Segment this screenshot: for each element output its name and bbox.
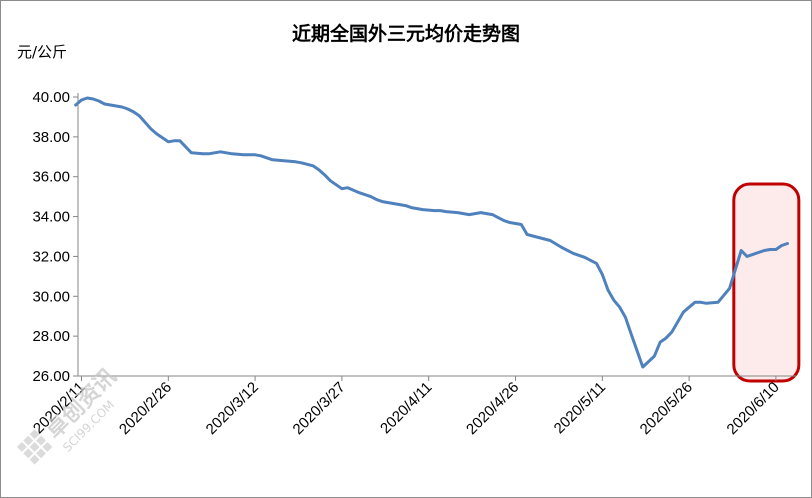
x-tick-label: 2020/2/26	[116, 379, 175, 438]
watermark-logo-cell	[29, 454, 40, 465]
y-tick-label: 34.00	[32, 209, 70, 226]
y-tick-label: 28.00	[32, 328, 70, 345]
watermark-logo-cell	[16, 442, 27, 452]
x-tick-label: 2020/4/26	[463, 379, 522, 438]
y-tick-label: 30.00	[32, 288, 70, 305]
x-tick-label: 2020/5/11	[551, 379, 609, 437]
watermark-logo-cell	[29, 442, 40, 452]
y-tick-label: 26.00	[32, 368, 70, 385]
watermark-logo-cell	[36, 435, 46, 446]
y-tick-label: 32.00	[32, 248, 70, 265]
x-tick-label: 2020/5/26	[637, 379, 696, 438]
highlight-box	[732, 182, 801, 383]
x-tick-label: 2020/3/27	[290, 379, 349, 438]
watermark-logo-cell	[23, 435, 34, 446]
price-series-line	[74, 96, 789, 369]
y-tick-label: 36.00	[32, 169, 70, 186]
watermark-logo-cell	[23, 448, 34, 459]
watermark-logo-cell	[36, 448, 46, 459]
watermark-logo-cell	[42, 442, 53, 452]
x-tick-label: 2020/4/11	[377, 379, 435, 437]
watermark-logo-icon	[16, 429, 53, 465]
chart-title: 近期全国外三元均价走势图	[291, 23, 520, 45]
x-tick-label: 2020/6/10	[724, 379, 783, 438]
y-axis-unit-label: 元/公斤	[17, 43, 68, 61]
y-tick-label: 38.00	[32, 129, 70, 146]
x-tick-label: 2020/3/12	[203, 379, 262, 438]
y-tick-label: 40.00	[32, 89, 70, 106]
